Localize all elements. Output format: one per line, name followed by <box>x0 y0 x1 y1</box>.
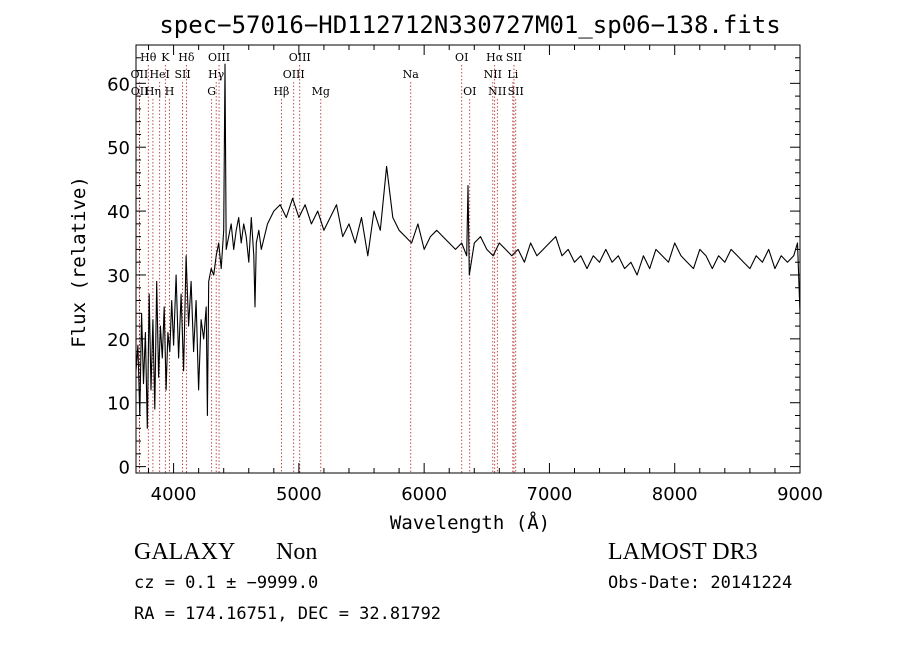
line-marker-label: Mg <box>312 85 330 98</box>
y-tick-label: 0 <box>119 458 130 479</box>
coords-readout: RA = 174.16751, DEC = 32.81792 <box>134 604 441 624</box>
line-marker-label: Hγ <box>208 68 225 81</box>
line-marker-label: NII <box>484 68 502 81</box>
x-tick-label: 9000 <box>777 484 823 505</box>
line-marker-label: NII <box>488 85 506 98</box>
x-tick-label: 7000 <box>527 484 573 505</box>
chart-title: spec−57016−HD112712N330727M01_sp06−138.f… <box>159 11 780 39</box>
x-axis-ticks: 4000 5000 6000 7000 8000 9000 <box>148 45 823 505</box>
line-marker-label: Hθ <box>140 51 157 64</box>
line-marker-label: OII <box>131 85 149 98</box>
line-marker-label: OI <box>455 51 468 64</box>
line-marker-label: SII <box>508 85 524 98</box>
line-marker-label: SII <box>174 68 190 81</box>
plot-frame <box>135 44 801 474</box>
line-marker-label: Hβ <box>273 85 289 98</box>
line-marker-label: HeI <box>149 68 169 81</box>
line-marker-label: SII <box>506 51 522 64</box>
y-tick-label: 10 <box>107 394 130 415</box>
y-tick-label: 30 <box>107 266 130 287</box>
object-subclass: Non <box>276 539 317 565</box>
line-marker-label: OIII <box>289 51 311 64</box>
emission-line-markers: OII OII Hθ HeI Hη K H Hδ SII OIII Hγ G Hβ OIII OIII Mg N… <box>131 51 524 473</box>
line-marker-label: H <box>165 85 175 98</box>
object-class: GALAXY <box>134 539 235 565</box>
cz-readout: cz = 0.1 ± −9999.0 <box>134 573 318 593</box>
line-marker-label: OI <box>463 85 476 98</box>
x-tick-label: 8000 <box>652 484 698 505</box>
line-marker-label: G <box>207 85 216 98</box>
line-marker-label: OII <box>131 68 149 81</box>
y-axis-label: Flux (relative) <box>68 176 90 348</box>
line-marker-label: Hδ <box>178 51 195 64</box>
y-axis-ticks: 0 10 20 30 40 50 60 <box>107 57 800 479</box>
y-tick-label: 20 <box>107 330 130 351</box>
y-tick-label: 60 <box>107 74 130 95</box>
survey-label: LAMOST DR3 <box>608 539 758 565</box>
line-marker-label: OIII <box>283 68 305 81</box>
line-marker-label: Hη <box>145 85 161 98</box>
x-tick-label: 4000 <box>151 484 197 505</box>
y-tick-label: 50 <box>107 138 130 159</box>
spectrum-line <box>135 63 801 429</box>
line-marker-label: Li <box>507 68 518 81</box>
x-axis-label: Wavelength (Å) <box>390 511 550 534</box>
line-marker-label: Na <box>403 68 420 81</box>
x-tick-label: 6000 <box>401 484 447 505</box>
line-marker-label: K <box>161 51 170 64</box>
line-marker-label: Hα <box>486 51 504 64</box>
obs-date: Obs-Date: 20141224 <box>608 573 792 593</box>
x-tick-label: 5000 <box>276 484 322 505</box>
line-marker-label: OIII <box>208 51 230 64</box>
y-tick-label: 40 <box>107 202 130 223</box>
